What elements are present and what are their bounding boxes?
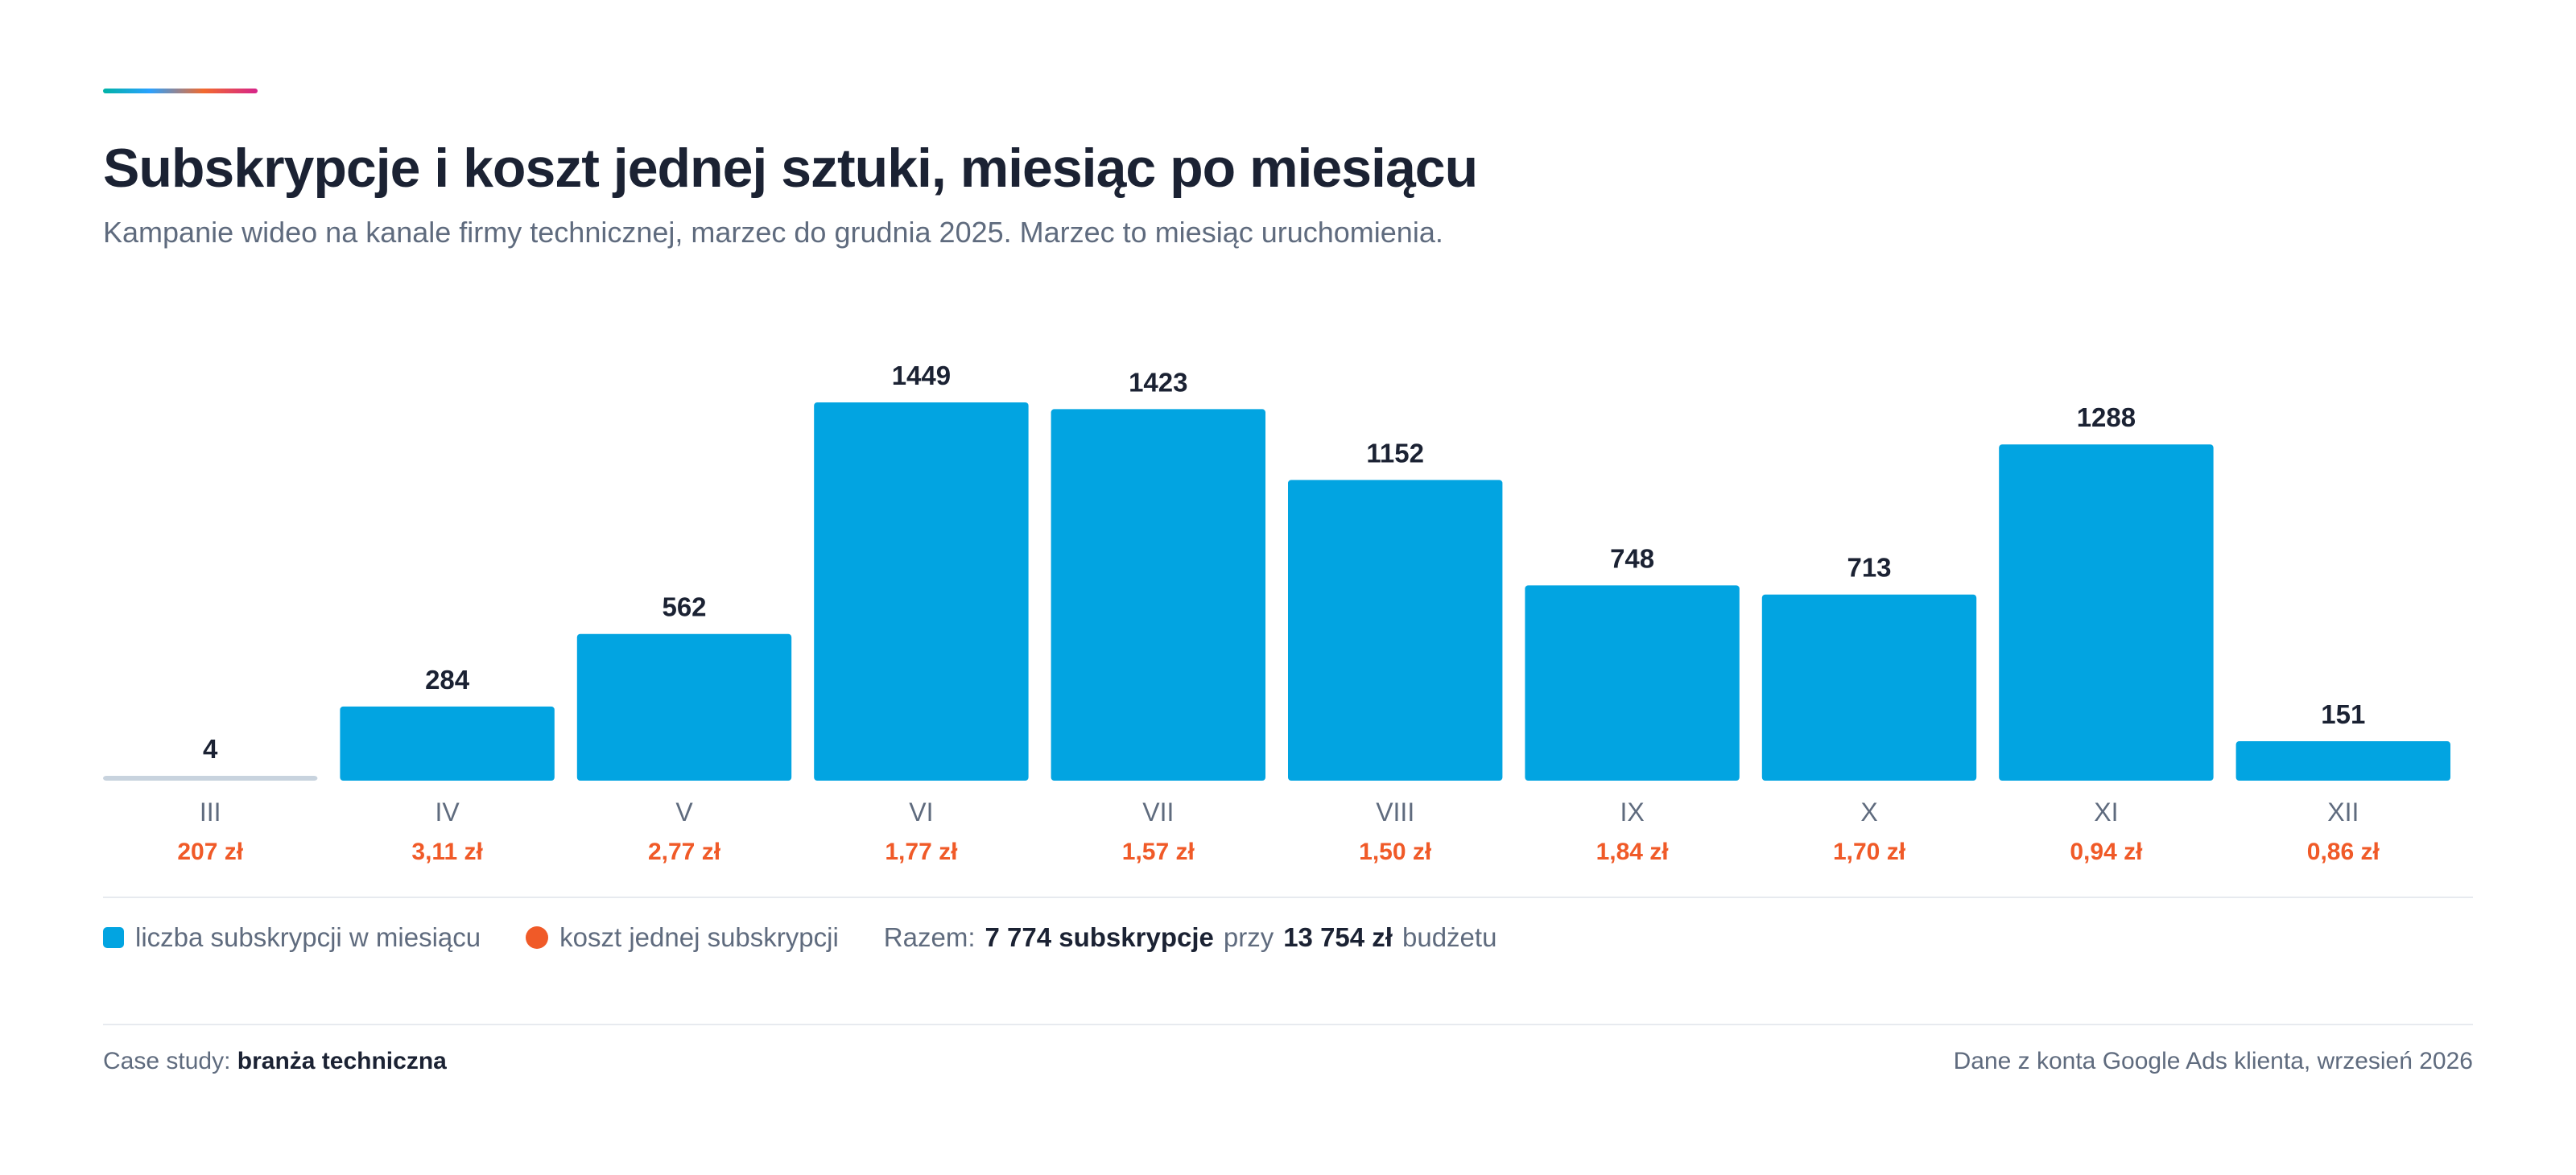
cost-label: 1,57 zł [1122,839,1195,865]
bar-value-label: 562 [662,592,706,622]
subscriptions-bar-chart: 4 III 207 zł 284 IV 3,11 zł 562 V 2,77 zł 1449 VI 1… [103,361,2450,865]
legend-square-icon [103,927,124,948]
cost-label: 1,77 zł [885,839,958,865]
cost-label: 3,11 zł [411,839,483,865]
legend-label-cost: koszt jednej subskrypcji [559,922,839,952]
x-tick-label: V [675,798,693,827]
bar [814,402,1029,781]
bar [576,633,792,781]
legend-label-subscriptions: liczba subskrypcji w miesiącu [135,922,481,952]
footer-source: Dane z konta Google Ads klienta, wrzesie… [1953,1048,2473,1074]
x-tick-label: X [1860,798,1877,827]
bar-value-label: 1152 [1366,438,1424,468]
cost-label: 1,84 zł [1596,839,1670,865]
bar-value-label: 284 [425,665,470,695]
bar [1288,480,1503,781]
bar [1051,409,1265,781]
bar [2235,741,2450,781]
bar-value-label: 1423 [1129,367,1187,397]
total-suffix: budżetu [1402,922,1497,952]
bar-value-label: 151 [2321,699,2365,729]
footer-case-study: Case study: branża techniczna [103,1048,447,1075]
case-value: branża techniczna [237,1048,447,1074]
cost-label: 0,86 zł [2307,839,2380,865]
bar [103,776,318,781]
legend-item-subscriptions: liczba subskrypcji w miesiącu [103,922,481,953]
x-tick-label: VII [1142,798,1174,827]
legend-dot-icon [526,926,549,949]
bar [340,706,555,781]
legend-total: Razem: 7 774 subskrypcje przy 13 754 zł … [884,922,1497,953]
chart-subtitle: Kampanie wideo na kanale firmy techniczn… [103,216,1443,249]
accent-gradient-line [103,89,258,93]
x-tick-label: VI [909,798,933,827]
x-tick-label: III [200,798,221,827]
cost-label: 2,77 zł [648,839,721,865]
x-tick-label: XII [2327,798,2359,827]
total-budget: 13 754 zł [1283,922,1393,952]
bar [1999,444,2214,781]
cost-label: 1,50 zł [1359,839,1432,865]
cost-label: 207 zł [177,839,243,865]
bar-value-label: 4 [203,734,218,764]
case-prefix: Case study: [103,1048,231,1074]
bar [1761,594,1977,781]
legend: liczba subskrypcji w miesiącu koszt jedn… [103,922,1542,953]
footer-divider [103,1024,2473,1025]
total-prefix: Razem: [883,922,976,952]
bar [1525,585,1740,781]
x-tick-label: IV [435,798,460,827]
cost-label: 1,70 zł [1833,839,1906,865]
chart-title: Subskrypcje i koszt jednej sztuki, miesi… [103,138,1478,199]
x-tick-label: IX [1620,798,1644,827]
x-tick-label: VIII [1376,798,1414,827]
bar-value-label: 1449 [892,361,951,390]
bar-value-label: 748 [1610,543,1654,573]
cost-label: 0,94 zł [2070,839,2143,865]
legend-item-cost: koszt jednej subskrypcji [526,922,839,953]
total-mid: przy [1223,922,1274,952]
total-subscriptions: 7 774 subskrypcje [985,922,1214,952]
bar-value-label: 1288 [2077,402,2136,432]
legend-divider [103,897,2473,898]
x-tick-label: XI [2094,798,2118,827]
bar-value-label: 713 [1847,553,1891,583]
